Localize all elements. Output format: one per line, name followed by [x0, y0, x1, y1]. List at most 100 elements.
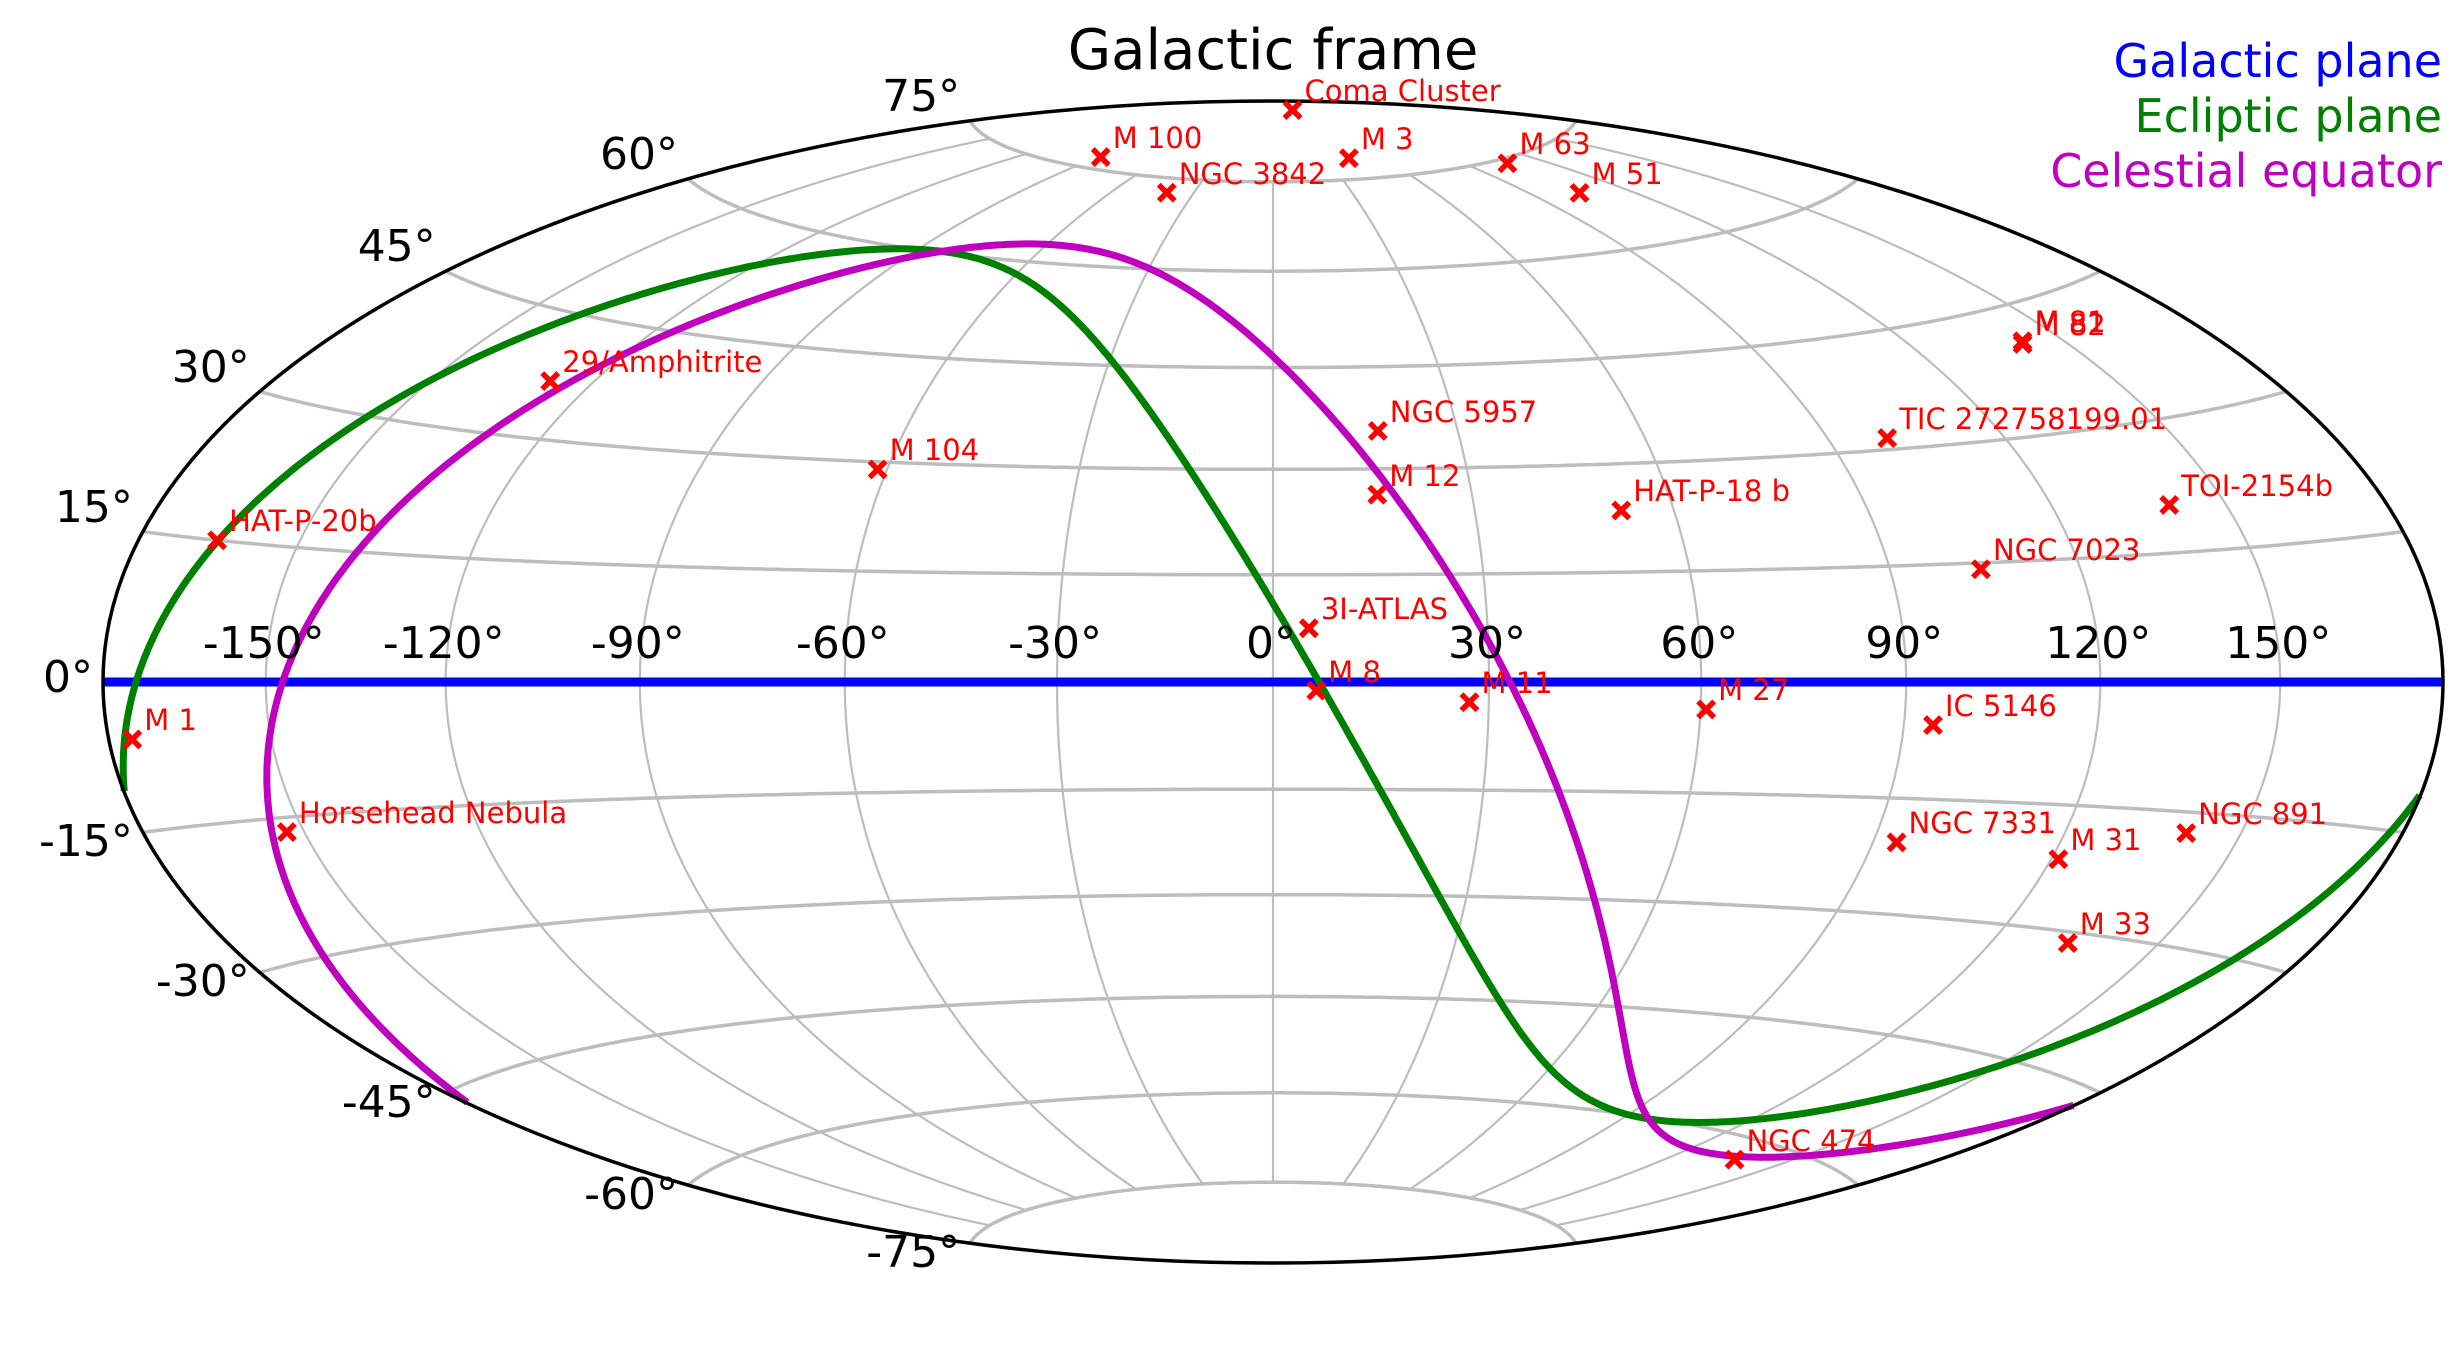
- object-marker-icon: [1338, 148, 1359, 169]
- object-label: M 33: [2079, 907, 2151, 942]
- parallel-line: [968, 1180, 1578, 1244]
- object-marker-icon: [2176, 823, 2197, 843]
- object-label: M 100: [1112, 121, 1203, 155]
- object-marker-icon: [207, 530, 228, 551]
- x-tick-label: -90°: [590, 618, 685, 669]
- x-tick-label: -60°: [795, 618, 890, 669]
- y-tick-label: 30°: [171, 341, 250, 393]
- object-marker-icon: [276, 822, 297, 843]
- object-label: M 3: [1360, 122, 1414, 157]
- object-marker-icon: [2159, 494, 2180, 515]
- x-tick-label: 0°: [1246, 618, 1296, 669]
- object-marker-icon: [2012, 334, 2033, 354]
- legend: Galactic plane Ecliptic plane Celestial …: [2050, 34, 2442, 199]
- object-marker-icon: [1306, 680, 1327, 701]
- object-label: M 8: [1328, 654, 1381, 689]
- y-tick-label: 75°: [882, 70, 961, 122]
- y-tick-label: 0°: [43, 652, 93, 703]
- celestial-equator-line: [263, 240, 1514, 1106]
- object-marker-icon: [122, 729, 143, 750]
- reference-curves: [103, 240, 2443, 1161]
- object-label: M 1: [144, 703, 197, 738]
- object-marker-icon: [1611, 500, 1632, 521]
- object-label: M 63: [1519, 127, 1591, 162]
- y-tick-label: -30°: [155, 956, 250, 1008]
- object-label: 29/Amphitrite: [562, 345, 763, 380]
- x-tick-label: 120°: [2045, 618, 2152, 669]
- ecliptic-plane-line: [119, 245, 1323, 792]
- projection-border: [101, 99, 2445, 1265]
- object-label: M 104: [889, 433, 980, 468]
- x-tick-label: 150°: [2225, 618, 2332, 669]
- object-marker-icon: [1459, 692, 1480, 713]
- object-label: NGC 7331: [1908, 806, 2056, 841]
- object-label: 3I-ATLAS: [1320, 592, 1449, 627]
- object-marker-icon: [1367, 484, 1388, 505]
- y-tick-label: 15°: [54, 481, 133, 533]
- object-label: M 51: [1591, 156, 1663, 191]
- parallel-line: [686, 1091, 1860, 1187]
- x-tick-label: -150°: [202, 618, 325, 669]
- object-marker-icon: [1497, 153, 1518, 174]
- legend-galactic-plane: Galactic plane: [2113, 34, 2442, 88]
- x-tick-label: -30°: [1008, 618, 1102, 669]
- y-tick-label: 45°: [357, 221, 436, 273]
- parallel-line: [968, 120, 1578, 184]
- object-marker-icon: [1877, 428, 1898, 448]
- object-label: M 11: [1481, 666, 1553, 701]
- object-marker-icon: [540, 371, 561, 392]
- object-label: NGC 7023: [1992, 533, 2141, 568]
- parallel-line: [686, 177, 1860, 273]
- parallel-line: [142, 529, 2404, 577]
- object-marker-icon: [1970, 559, 1991, 580]
- object-label: M 82: [2034, 307, 2106, 342]
- parallel-line: [444, 269, 2102, 370]
- object-marker-icon: [2048, 849, 2069, 870]
- y-tick-label: -45°: [341, 1076, 436, 1128]
- parallel-line: [259, 389, 2287, 472]
- object-marker-icon: [1696, 699, 1717, 720]
- object-label: IC 5146: [1944, 689, 2057, 723]
- object-marker-icon: [1367, 420, 1388, 441]
- celestial-equator-line: [1506, 680, 2075, 1161]
- parallel-line: [259, 892, 2287, 975]
- object-label: NGC 474: [1746, 1123, 1876, 1158]
- y-tick-label: -75°: [866, 1227, 961, 1279]
- object-label: NGC 5957: [1389, 394, 1538, 429]
- object-label: M 12: [1389, 458, 1461, 493]
- object-label: Horsehead Nebula: [298, 796, 568, 831]
- object-marker-icon: [1569, 183, 1590, 203]
- y-tick-label: -15°: [38, 816, 133, 868]
- chart-title: Galactic frame: [1067, 18, 1479, 83]
- object-label: NGC 891: [2198, 797, 2328, 832]
- x-tick-label: 90°: [1865, 618, 1944, 669]
- object-label: M 27: [1718, 673, 1790, 708]
- y-tick-label: -60°: [584, 1169, 678, 1221]
- x-tick-label: 30°: [1447, 618, 1526, 669]
- object-marker-icon: [1156, 182, 1177, 203]
- x-tick-label: -120°: [382, 618, 505, 669]
- ecliptic-plane-line: [1316, 680, 2423, 1126]
- object-label: HAT-P-18 b: [1633, 474, 1790, 509]
- legend-celestial-equator: Celestial equator: [2050, 144, 2442, 198]
- object-marker-icon: [867, 459, 888, 480]
- object-label: TIC 272758199.01: [1899, 402, 2168, 436]
- object-markers: [122, 100, 2197, 1170]
- object-label: Coma Cluster: [1304, 74, 1501, 108]
- legend-ecliptic-plane: Ecliptic plane: [2134, 89, 2442, 143]
- object-marker-icon: [1724, 1149, 1745, 1170]
- object-marker-icon: [1886, 832, 1907, 853]
- object-label: M 31: [2070, 823, 2142, 858]
- object-label: M 81: [2034, 305, 2106, 340]
- object-marker-icon: [1090, 147, 1111, 167]
- y-tick-label: 60°: [600, 128, 678, 180]
- object-label: NGC 3842: [1178, 156, 1327, 191]
- object-marker-icon: [1923, 715, 1943, 735]
- object-label: TOI-2154b: [2181, 468, 2333, 503]
- object-marker-icon: [2057, 933, 2078, 954]
- parallel-line: [444, 994, 2102, 1095]
- x-tick-label: 60°: [1660, 618, 1739, 669]
- object-marker-icon: [1298, 618, 1319, 639]
- object-marker-icon: [1282, 100, 1303, 120]
